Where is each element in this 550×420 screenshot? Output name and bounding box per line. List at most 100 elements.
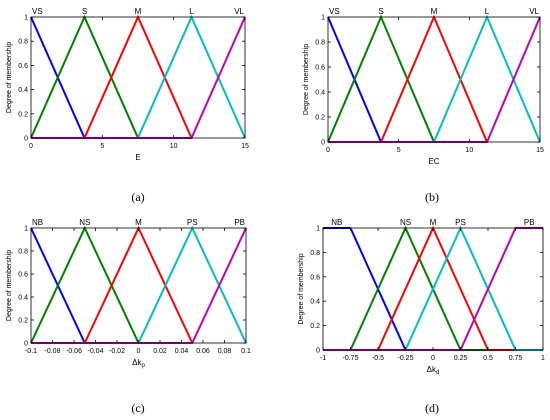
y-axis-label: Degree of membership bbox=[298, 253, 305, 324]
y-tick-label: 1 bbox=[24, 15, 28, 22]
series-label-m: M bbox=[135, 7, 142, 16]
x-tick-label: 0.02 bbox=[153, 348, 167, 355]
x-tick-label: 5 bbox=[100, 143, 104, 150]
series-label-vl: VL bbox=[234, 7, 244, 16]
panel-label-c: (c) bbox=[131, 401, 145, 415]
series-label-nb: NB bbox=[32, 218, 43, 227]
y-tick-label: 0.6 bbox=[310, 274, 320, 281]
series-line-pb bbox=[31, 227, 247, 344]
panel-label-b: (b) bbox=[425, 190, 439, 204]
series-label-vs: VS bbox=[32, 7, 43, 16]
series-label-vs: VS bbox=[329, 7, 340, 16]
y-tick-label: 0.4 bbox=[18, 295, 28, 302]
y-tick-label: 0.6 bbox=[18, 63, 28, 70]
x-tick-label: -0.02 bbox=[109, 348, 125, 355]
x-axis-label-subscript: d bbox=[436, 370, 439, 376]
y-tick-label: 0.4 bbox=[310, 299, 320, 306]
y-tick-label: 0.6 bbox=[315, 65, 325, 72]
series-label-pb: PB bbox=[234, 218, 245, 227]
series-line-ns bbox=[30, 225, 140, 344]
chart-c: -0.1 -0.08 -0.06 -0.04 -0.02 0 0.02 0.04 0.06 0.0… bbox=[6, 218, 251, 369]
x-tick-label: -0.75 bbox=[343, 355, 359, 362]
y-tick-label: 0.8 bbox=[315, 40, 325, 47]
series-line-l bbox=[137, 14, 246, 139]
y-axis-label: Degree of membership bbox=[6, 42, 13, 113]
series-line-s bbox=[30, 14, 139, 139]
series-label-ps: PS bbox=[187, 218, 198, 227]
y-axis-label: Degree of membership bbox=[303, 44, 310, 115]
x-axis-label-subscript: p bbox=[142, 363, 146, 369]
x-axis-label: Δkd bbox=[427, 365, 440, 376]
x-tick-label: -0.04 bbox=[88, 348, 104, 355]
panel-label-a: (a) bbox=[131, 190, 145, 204]
x-tick-label: -0.25 bbox=[398, 355, 414, 362]
chart-d: -1 -0.75 -0.5 -0.25 0 0.25 0.5 0.75 1 0 0.2 0.4 0.6 0… bbox=[298, 218, 545, 376]
plot-frame bbox=[327, 16, 541, 143]
series-line-m bbox=[83, 14, 193, 139]
x-tick-label: 0 bbox=[29, 143, 33, 150]
series-label-vl: VL bbox=[529, 7, 539, 16]
y-tick-label: 0.8 bbox=[18, 249, 28, 256]
series-line-vl bbox=[31, 16, 246, 139]
series-label-ns: NS bbox=[400, 218, 411, 227]
series-label-pb: PB bbox=[524, 218, 535, 227]
series-label-l: L bbox=[189, 7, 194, 16]
x-tick-label: 0 bbox=[326, 147, 330, 154]
x-tick-label: 0.25 bbox=[454, 355, 468, 362]
plot-frame bbox=[30, 227, 247, 344]
series-line-ps bbox=[323, 225, 543, 351]
x-tick-label: -0.5 bbox=[372, 355, 384, 362]
y-tick-label: 0 bbox=[321, 140, 325, 147]
series-line-l bbox=[433, 14, 541, 143]
series-label-m: M bbox=[135, 218, 142, 227]
x-axis-label: E bbox=[135, 153, 140, 162]
y-tick-label: 0.2 bbox=[310, 323, 320, 330]
series-line-m bbox=[83, 225, 194, 344]
y-tick-label: 0.2 bbox=[315, 115, 325, 122]
x-tick-label: 0 bbox=[137, 348, 141, 355]
chart-b: 0 5 10 15 0 0.2 0.4 0.6 0.8 1 VS S M L VL EC Degree of m… bbox=[303, 7, 544, 166]
x-tick-label: 0.08 bbox=[218, 348, 232, 355]
x-tick-label: 0.5 bbox=[483, 355, 493, 362]
y-tick-label: 1 bbox=[24, 226, 28, 233]
x-axis-label: EC bbox=[428, 157, 439, 166]
y-tick-label: 0.4 bbox=[18, 87, 28, 94]
y-tick-label: 0.8 bbox=[18, 39, 28, 46]
x-tick-label: -0.06 bbox=[66, 348, 82, 355]
y-tick-label: 0.4 bbox=[315, 90, 325, 97]
x-tick-label: 10 bbox=[465, 147, 473, 154]
series-label-ps: PS bbox=[455, 218, 466, 227]
y-tick-label: 0.2 bbox=[18, 111, 28, 118]
x-tick-label: -0.1 bbox=[25, 348, 37, 355]
x-tick-label: 0.75 bbox=[509, 355, 523, 362]
series-label-nb: NB bbox=[331, 218, 342, 227]
y-tick-label: 1 bbox=[316, 226, 320, 233]
y-tick-label: 1 bbox=[321, 15, 325, 22]
y-tick-label: 0.8 bbox=[310, 250, 320, 257]
series-line-m bbox=[380, 14, 488, 143]
x-tick-label: 0 bbox=[431, 355, 435, 362]
y-tick-label: 0 bbox=[24, 341, 28, 348]
y-tick-label: 0.2 bbox=[18, 318, 28, 325]
y-axis-label: Degree of membership bbox=[6, 250, 13, 321]
x-tick-label: 10 bbox=[170, 143, 178, 150]
series-line-vl bbox=[328, 16, 541, 143]
x-tick-label: 1 bbox=[541, 355, 545, 362]
x-tick-label: -1 bbox=[320, 355, 326, 362]
x-tick-label: 5 bbox=[397, 147, 401, 154]
series-line-s bbox=[327, 14, 435, 143]
series-label-ns: NS bbox=[79, 218, 90, 227]
panel-label-d: (d) bbox=[425, 401, 439, 415]
series-label-s: S bbox=[82, 7, 87, 16]
x-tick-label: -0.08 bbox=[45, 348, 61, 355]
series-label-l: L bbox=[485, 7, 490, 16]
x-tick-label: 0.06 bbox=[196, 348, 210, 355]
x-tick-label: 0.1 bbox=[241, 348, 251, 355]
chart-a: 0 5 10 15 0 0.2 0.4 0.6 0.8 1 VS S M L VL E Degree of me… bbox=[6, 7, 249, 162]
y-tick-label: 0 bbox=[316, 348, 320, 355]
series-label-m: M bbox=[431, 7, 438, 16]
x-tick-label: 15 bbox=[536, 147, 544, 154]
x-tick-label: 0.04 bbox=[175, 348, 189, 355]
y-tick-label: 0 bbox=[24, 136, 28, 143]
